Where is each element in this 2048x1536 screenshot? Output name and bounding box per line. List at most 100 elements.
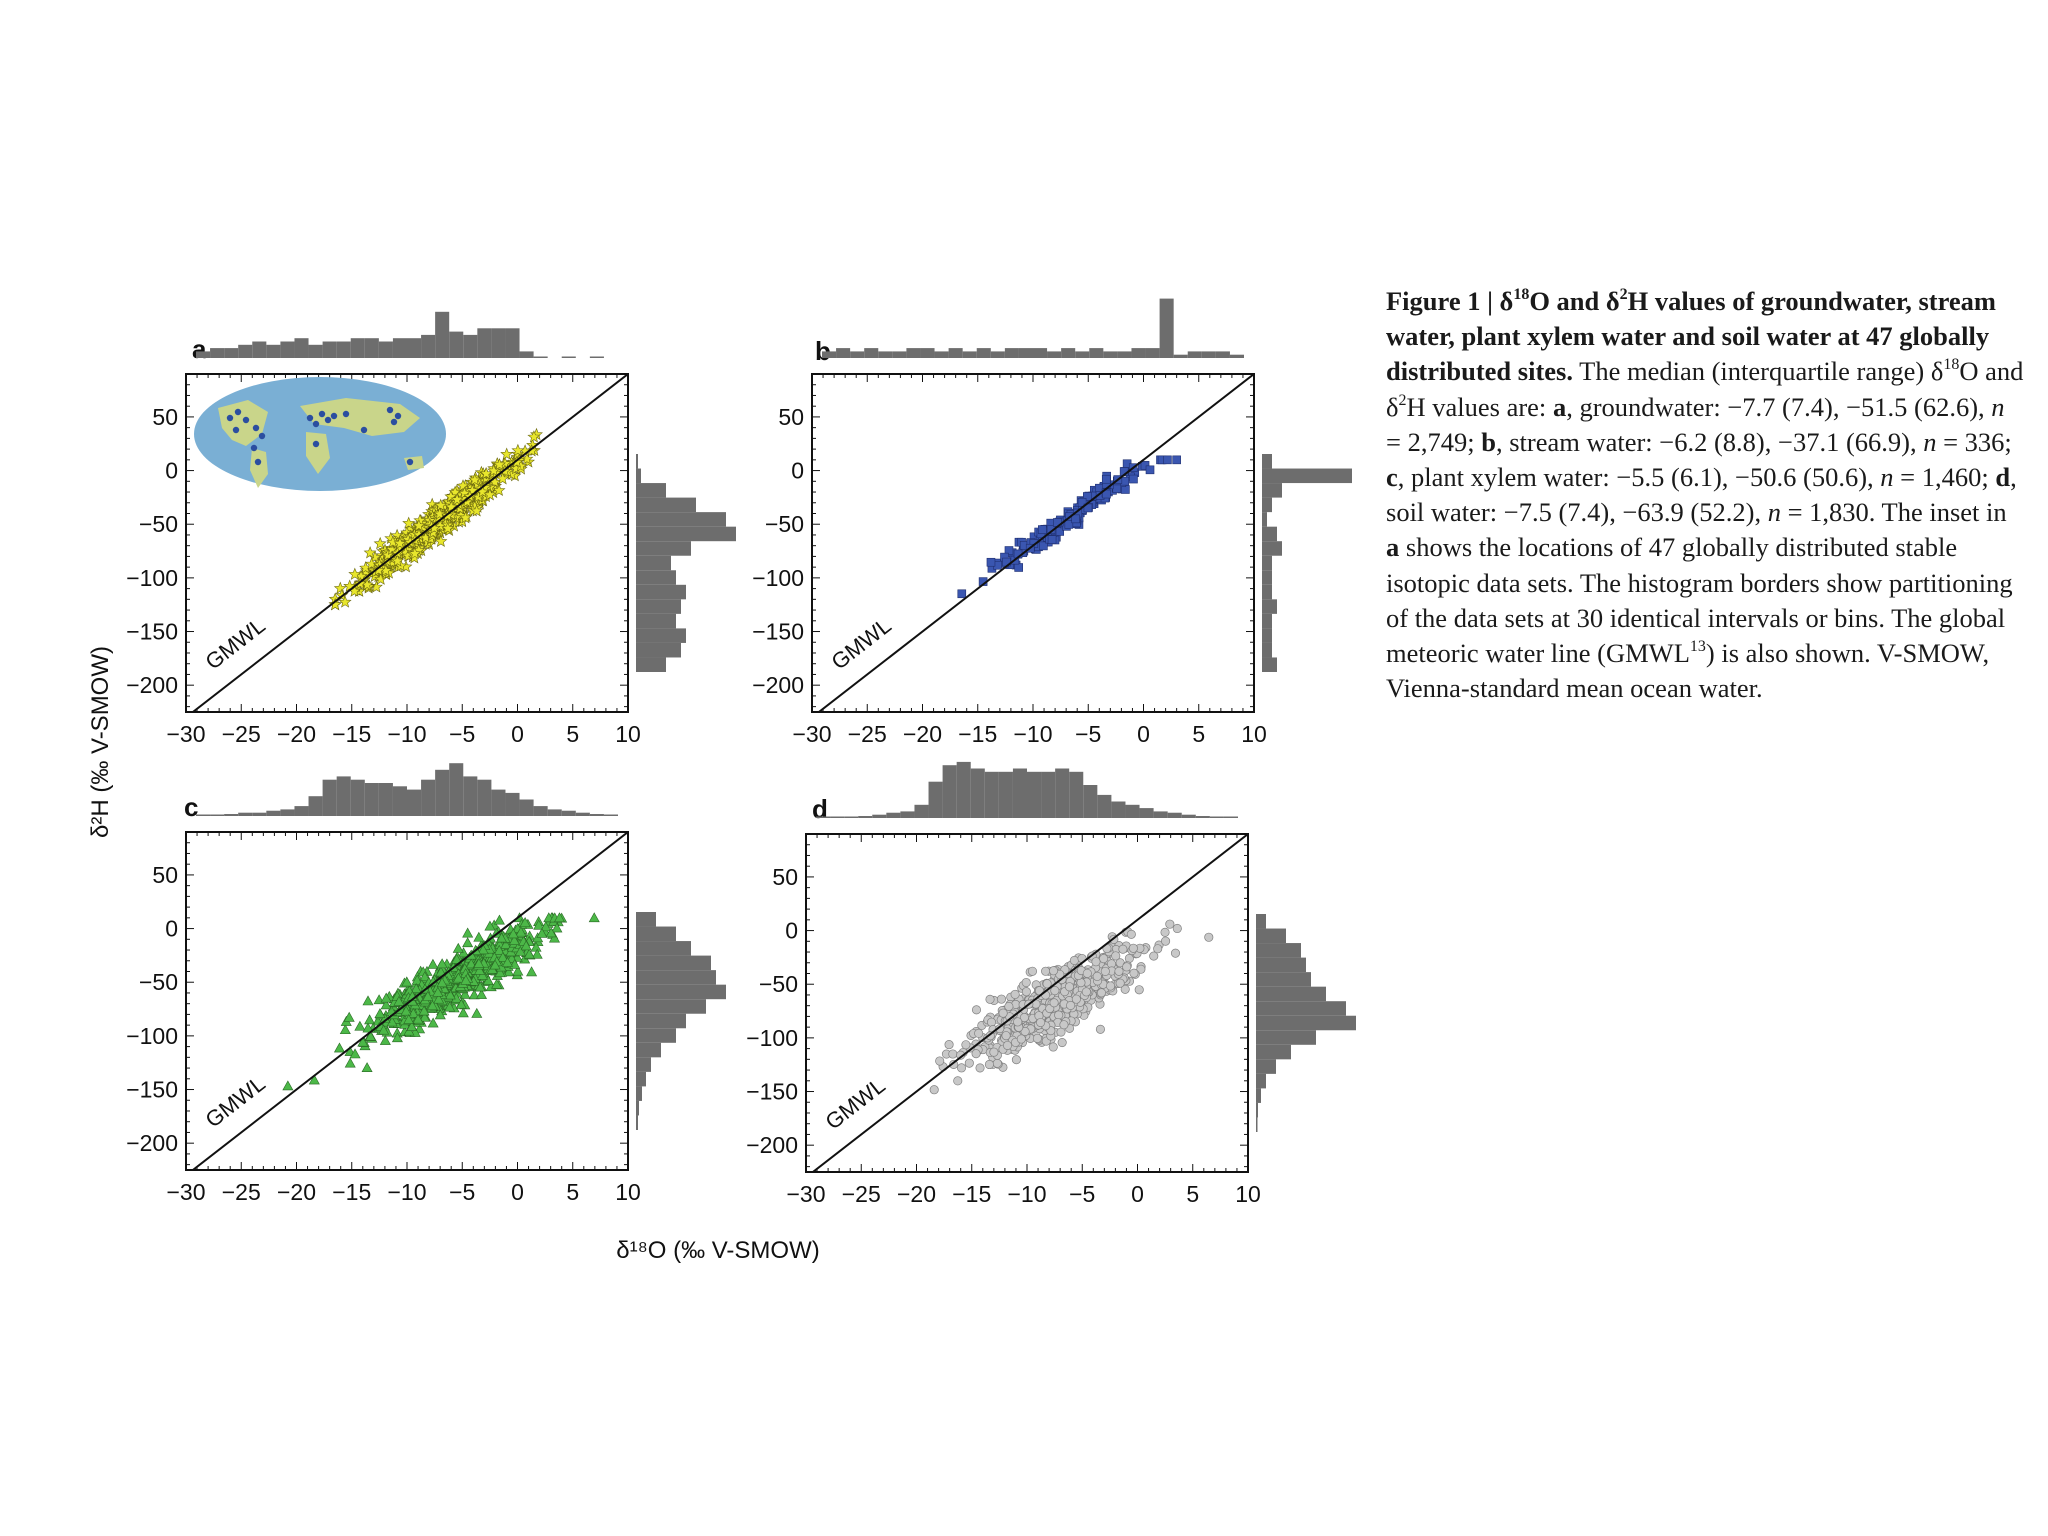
y-tick-label: −50 (765, 511, 804, 537)
data-point (1004, 546, 1014, 555)
site-marker (234, 408, 242, 416)
data-point (1140, 461, 1150, 470)
gmwl-line (191, 374, 628, 712)
hist-bar (1173, 354, 1188, 358)
data-point (391, 1032, 403, 1043)
data-point (1105, 981, 1116, 991)
site-marker (386, 406, 394, 414)
panel-letter: a (192, 334, 207, 364)
data-point (333, 1042, 345, 1053)
data-point (1081, 987, 1091, 997)
data-point (1092, 971, 1102, 981)
data-point (450, 492, 464, 506)
data-point (500, 447, 514, 460)
hist-bar (636, 584, 686, 600)
hist-bar (1181, 814, 1196, 818)
data-point (491, 978, 503, 989)
hist-bar (463, 334, 478, 358)
hist-bar (1145, 348, 1160, 358)
data-point (948, 1049, 958, 1059)
panel-letter: d (812, 794, 828, 824)
hist-bar (1262, 454, 1272, 469)
hist-bar (636, 613, 676, 629)
histogram-right (636, 454, 736, 672)
data-point (957, 589, 967, 599)
data-point (484, 920, 496, 931)
data-point (1172, 455, 1181, 465)
data-point (523, 948, 535, 959)
data-point (1101, 474, 1111, 484)
hist-bar (1262, 570, 1272, 585)
hist-bar (322, 779, 337, 816)
data-point (961, 1040, 971, 1050)
data-point (986, 557, 996, 567)
hist-bar (1187, 351, 1202, 358)
panel-b: b−30 −25 −20 −15 −10 −5 0 5 10−200−150−100−50050… (752, 298, 1352, 747)
hist-bar (308, 796, 323, 816)
panel-letter: c (184, 792, 198, 822)
data-point (1126, 929, 1136, 939)
hist-bar (1262, 555, 1272, 571)
histogram-right (636, 912, 726, 1130)
hist-bar (1097, 794, 1112, 818)
x-tick-label: −20 (277, 1179, 316, 1205)
site-marker (306, 414, 314, 422)
data-point (985, 994, 995, 1004)
data-point (1170, 948, 1181, 958)
data-point (381, 548, 395, 561)
data-point (402, 516, 416, 529)
hist-bar (850, 351, 865, 358)
hist-bar (561, 356, 576, 358)
hist-bar (294, 338, 309, 358)
hist-bar (1209, 816, 1224, 818)
site-marker (324, 416, 332, 424)
data-point (553, 912, 565, 923)
hist-bar (1159, 298, 1174, 358)
hist-bar (1229, 354, 1244, 358)
x-tick-label: −10 (1013, 721, 1052, 747)
hist-bar (280, 809, 295, 816)
plot-area (817, 374, 1254, 712)
hist-bar (1047, 351, 1062, 358)
hist-bar (421, 334, 436, 358)
x-tick-label: 5 (566, 721, 579, 747)
hist-bar (1075, 351, 1090, 358)
map-land (218, 400, 268, 446)
data-point (1042, 979, 1052, 989)
data-point (1111, 951, 1121, 961)
hist-bar (636, 468, 641, 484)
hist-bar (407, 338, 422, 358)
data-point (434, 534, 448, 547)
hist-bar (1201, 351, 1216, 358)
hist-bar (1262, 541, 1282, 556)
data-point (489, 959, 501, 970)
hist-bar (350, 779, 365, 816)
data-point (548, 932, 560, 943)
data-point (1064, 520, 1074, 529)
data-point (477, 944, 489, 955)
data-point (527, 430, 541, 443)
gmwl-line (191, 832, 628, 1170)
data-point (1004, 1001, 1014, 1011)
hist-bar (636, 541, 691, 556)
hist-bar (636, 1071, 646, 1087)
hist-bar (636, 999, 706, 1014)
hist-bar (533, 356, 548, 358)
data-point (998, 1008, 1008, 1018)
data-point (462, 927, 474, 938)
data-point (588, 912, 600, 923)
hist-bar (575, 812, 590, 816)
y-tick-label: −50 (139, 969, 178, 995)
data-point (1136, 964, 1146, 974)
x-tick-label: 0 (511, 721, 524, 747)
y-tick-label: −200 (752, 672, 804, 698)
site-marker (226, 414, 234, 422)
data-point (507, 928, 519, 939)
data-point (1082, 968, 1092, 978)
hist-bar (491, 789, 506, 816)
data-point (470, 504, 484, 517)
inset-map (194, 377, 446, 491)
data-point (465, 958, 477, 969)
figure-panels: a−30 −25 −20 −15 −10 −5 0 5 10−200−150−100−50050… (87, 298, 1356, 1264)
data-point (418, 1005, 430, 1016)
